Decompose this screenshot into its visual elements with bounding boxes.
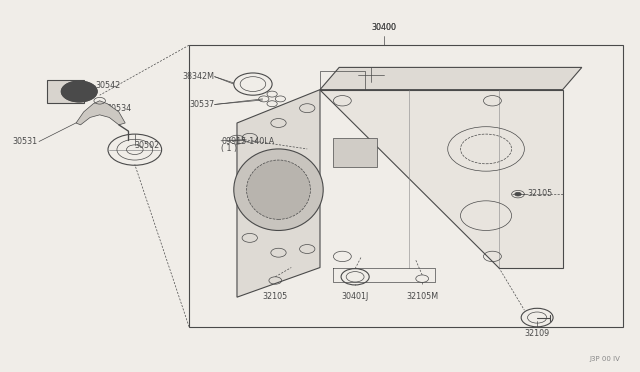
Polygon shape xyxy=(76,101,125,125)
Polygon shape xyxy=(320,67,582,90)
Bar xyxy=(47,80,84,103)
Text: 30401J: 30401J xyxy=(342,292,369,301)
Text: 09915-140LA: 09915-140LA xyxy=(221,137,275,146)
Text: 30400: 30400 xyxy=(371,23,396,32)
Text: 32109: 32109 xyxy=(525,329,550,338)
Text: 32105: 32105 xyxy=(527,189,553,198)
Text: 30502: 30502 xyxy=(135,141,160,150)
Polygon shape xyxy=(320,90,563,267)
Text: 32105: 32105 xyxy=(262,292,288,301)
Text: 30542: 30542 xyxy=(95,81,120,90)
Text: 32105M: 32105M xyxy=(406,292,438,301)
Circle shape xyxy=(61,81,97,102)
Bar xyxy=(189,45,623,327)
Text: 38342M: 38342M xyxy=(182,72,214,81)
Text: 30400: 30400 xyxy=(371,23,396,32)
Circle shape xyxy=(515,192,521,196)
Bar xyxy=(333,138,378,167)
Ellipse shape xyxy=(234,149,323,231)
Polygon shape xyxy=(237,90,320,297)
Text: 30531: 30531 xyxy=(13,137,38,146)
Ellipse shape xyxy=(246,160,310,219)
Text: 30537: 30537 xyxy=(189,100,214,109)
Text: 30534: 30534 xyxy=(106,104,131,113)
Text: J3P 00 IV: J3P 00 IV xyxy=(589,356,620,362)
Text: ( 1 ): ( 1 ) xyxy=(221,144,237,153)
